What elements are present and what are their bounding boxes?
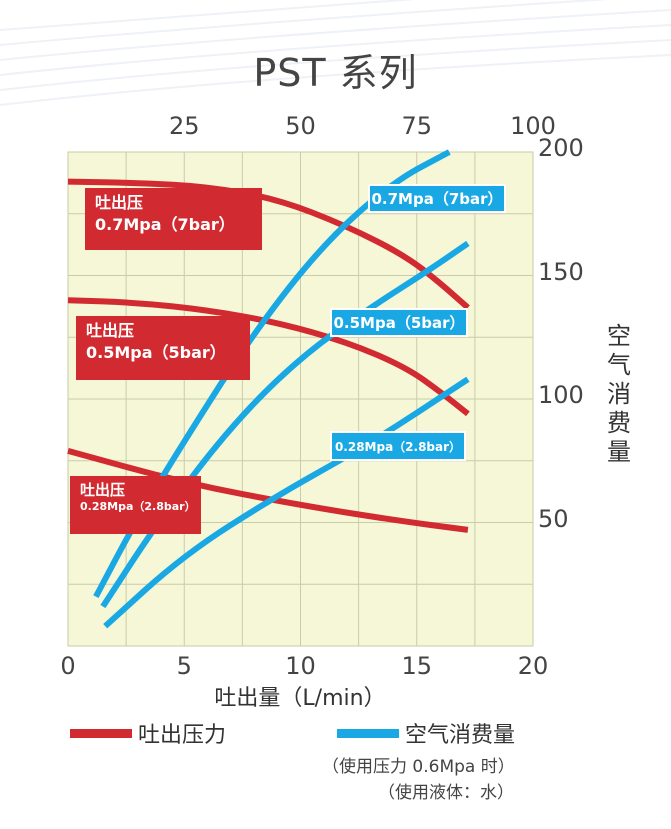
chart-title: PST 系列 [253,51,418,95]
y-tick-label: 200 [538,134,584,162]
legend-item-discharge-pressure: 吐出压力 [70,718,226,748]
series-label-air-consumption: 0.5Mpa（5bar） [330,308,468,337]
series-line-1 [67,297,470,417]
y-tick-label: 150 [538,257,584,286]
series-label-discharge-pressure: 吐出压 0.5Mpa（5bar） [76,316,250,380]
series-label-value: 0.28Mpa（2.8bar） [80,500,196,514]
x-tick-label: 10 [285,652,316,680]
series-label-title: 吐出压 [80,481,126,499]
top-tick-label: 25 [168,112,200,140]
top-tick-label: 100 [510,112,556,140]
series-label-discharge-pressure: 吐出压 0.7Mpa（7bar） [85,188,262,250]
series-label-title: 吐出压 [86,321,135,340]
legend-item-air-consumption: 空气消费量 [337,718,515,748]
legend-label: 空气消费量 [405,723,516,748]
series-label-value: 0.7Mpa（7bar） [95,214,235,234]
note-pressure: （使用压力 0.6Mpa 时） [322,757,515,777]
y-tick-label: 50 [538,504,569,533]
y-tick-label: 100 [538,381,584,409]
x-tick-label: 20 [517,652,549,680]
y-axis-label-right: 空气消费量 [607,322,631,466]
background-stripes [0,0,671,106]
legend-label: 吐出压力 [138,723,227,748]
x-tick-label: 15 [401,652,433,680]
note-liquid: （使用液体：水） [378,783,514,803]
legend-swatch-red [70,728,132,738]
top-tick-label: 75 [401,112,433,140]
series-label-air-consumption: 0.7Mpa（7bar） [368,184,506,213]
series-line-0 [67,178,470,310]
x-axis-label: 吐出量（L/min） [214,686,386,711]
x-tick-label: 0 [60,652,76,680]
series-label-title: 吐出压 [95,193,144,212]
top-tick-label: 50 [285,112,316,140]
legend-swatch-blue [337,728,399,738]
series-label-air-consumption: 0.28Mpa（2.8bar） [330,431,466,461]
series-label-value: 0.5Mpa（5bar） [86,342,226,362]
x-tick-label: 5 [176,652,192,680]
series-label-discharge-pressure: 吐出压 0.28Mpa（2.8bar） [70,476,201,534]
